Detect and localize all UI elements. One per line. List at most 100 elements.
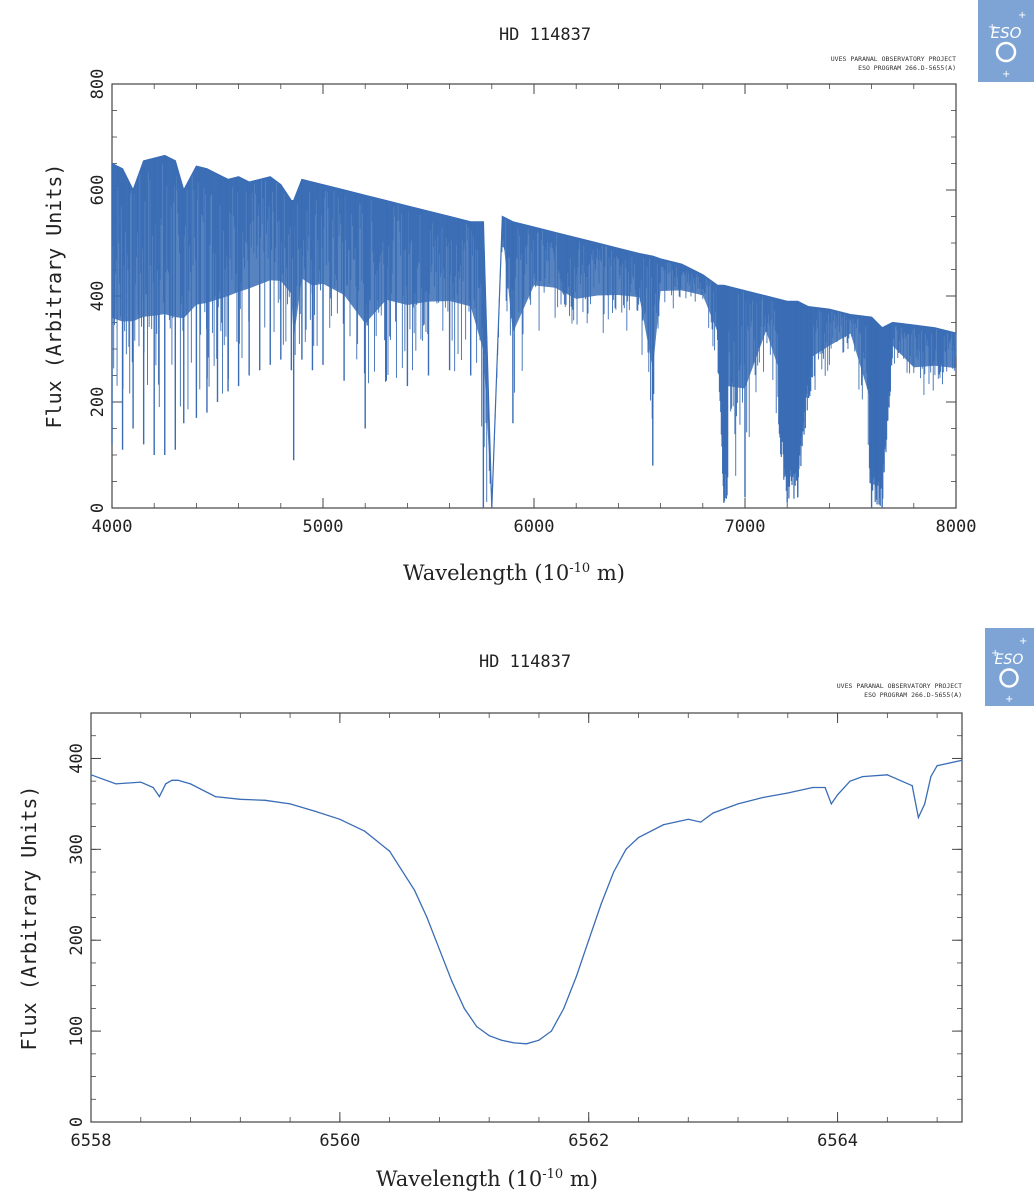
chart-2-data-point — [152, 786, 154, 789]
chart-1-y-axis-label: Flux (Arbitrary Units) — [42, 164, 66, 429]
chart-1-y-tick-labels: 0 200 400 600 800 — [88, 69, 108, 513]
chart-2-data-point — [389, 850, 391, 852]
eso-logo-1-star-bottom: + — [1002, 69, 1010, 80]
chart-1-x-tick-label: 4000 — [92, 517, 133, 537]
chart-2-data-point — [911, 785, 913, 787]
chart-2-data-point — [762, 796, 764, 799]
chart-2-data-point — [613, 871, 615, 873]
eso-logo-1-background — [978, 0, 1034, 82]
chart-2-x-tick-label: 6564 — [817, 1131, 858, 1151]
chart-2-plot-frame — [90, 712, 963, 1123]
chart-2-data-point — [700, 821, 702, 823]
eso-logo-2-ring — [999, 668, 1019, 688]
chart-2-data-point — [451, 980, 453, 982]
chart-2-x-axis-label-exponent: -10 — [542, 1167, 563, 1182]
chart-2-data-point — [637, 836, 640, 839]
chart-2-data-point — [165, 783, 167, 785]
chart-1-credit-line-2: ESO PROGRAM 266.D-5655(A) — [858, 64, 956, 72]
chart-2-y-tick-label: 300 — [67, 834, 87, 865]
chart-2-data-point — [812, 786, 814, 789]
chart-2-data-point — [239, 798, 241, 800]
chart-2-data-point — [158, 796, 161, 798]
chart-2-data-point — [575, 975, 577, 978]
chart-1-y-tick-label: 400 — [88, 281, 108, 312]
chart-1-x-tick-label: 8000 — [936, 517, 977, 537]
chart-2-data-point — [214, 796, 217, 798]
chart-2-y-axis-label: Flux (Arbitrary Units) — [17, 786, 41, 1051]
chart-2-data-point — [115, 783, 117, 785]
chart-2-x-axis-label-main: Wavelength (10 — [376, 1167, 542, 1191]
chart-2-data-point — [886, 774, 888, 776]
eso-logo-2-background — [985, 628, 1034, 706]
chart-2-data-point — [171, 779, 173, 781]
chart-1-x-tick-label: 6000 — [514, 517, 555, 537]
chart-1: HD 114837 UVES PARANAL OBSERVATORY PROJE… — [42, 0, 1034, 585]
chart-2-data-point — [140, 781, 142, 783]
chart-1-y-tick-label: 600 — [88, 175, 108, 206]
chart-2-data-point — [917, 816, 920, 819]
chart-2-x-tick-label: 6562 — [568, 1131, 609, 1151]
eso-logo-1-star-left: + — [988, 22, 996, 33]
eso-logo-1-ring — [995, 41, 1017, 63]
chart-2-data-point — [538, 1039, 540, 1041]
chart-2-data-point — [90, 774, 92, 776]
chart-2-data-point — [625, 848, 627, 850]
chart-2-data-point — [426, 916, 428, 919]
chart-2-data-point — [476, 1025, 478, 1028]
chart-2-data-point — [563, 1007, 565, 1009]
chart-1-x-axis-label-main: Wavelength (10 — [403, 561, 569, 585]
chart-2-data-point — [836, 794, 839, 796]
chart-1-x-tick-label: 7000 — [725, 517, 766, 537]
chart-2-y-tick-label: 400 — [67, 743, 87, 774]
chart-2-data-point — [830, 803, 832, 805]
chart-2-data-point — [662, 824, 664, 826]
chart-2-x-tick-label: 6560 — [319, 1131, 360, 1151]
chart-2-data-point — [189, 783, 192, 785]
eso-logo-2-star-bottom: + — [1005, 694, 1013, 705]
chart-2-data-point — [930, 776, 932, 778]
chart-1-x-tick-label: 5000 — [303, 517, 344, 537]
chart-2-data-point — [438, 948, 440, 950]
chart-2-x-axis-label: Wavelength (10-10 m) — [376, 1167, 598, 1191]
chart-1-y-tick-label: 0 — [88, 503, 108, 513]
chart-2-data-point — [513, 1042, 515, 1044]
chart-2-data-point — [550, 1030, 552, 1032]
chart-2-data-point — [488, 1035, 490, 1037]
chart-2-data-point — [413, 889, 416, 891]
chart-2-data-point — [737, 803, 739, 805]
chart-2-data-point — [861, 776, 864, 778]
chart-2-y-tick-label: 200 — [67, 925, 87, 956]
chart-2-y-tick-label: 0 — [67, 1117, 87, 1127]
chart-2-x-axis-label-unit: m) — [563, 1167, 598, 1191]
chart-2-data-point — [924, 803, 926, 805]
chart-2-credit-line-1: UVES PARANAL OBSERVATORY PROJECT — [837, 682, 962, 690]
chart-2-data-point — [289, 803, 291, 805]
chart-2-credit-line-2: ESO PROGRAM 266.D-5655(A) — [864, 691, 962, 699]
chart-2-spectrum-line — [90, 759, 963, 1045]
chart-2: HD 114837 UVES PARANAL OBSERVATORY PROJE… — [17, 628, 1034, 1191]
chart-2-data-point — [314, 810, 316, 812]
eso-logo-2-letters: ESO — [995, 652, 1024, 668]
chart-2-title: HD 114837 — [479, 652, 571, 672]
chart-1-data-marks — [111, 154, 957, 509]
eso-logo-1-star-top: + — [1018, 10, 1026, 21]
chart-2-x-tick-label: 6558 — [71, 1131, 112, 1151]
eso-logo-2: ESO + + + — [985, 628, 1034, 706]
chart-1-credit-line-1: UVES PARANAL OBSERVATORY PROJECT — [831, 55, 956, 63]
chart-2-data-point — [961, 759, 963, 761]
chart-2-data-point — [525, 1043, 528, 1045]
chart-2-data-point — [339, 818, 341, 820]
chart-2-y-tick-labels: 0 100 200 300 400 — [67, 743, 87, 1127]
eso-logo-2-star-left: + — [991, 648, 999, 659]
chart-2-data-point — [264, 799, 266, 801]
chart-2-data-point — [588, 939, 590, 941]
eso-logo-1: ESO + + + — [978, 0, 1034, 82]
chart-1-y-tick-label: 800 — [88, 69, 108, 100]
eso-logo-2-star-top: + — [1019, 636, 1027, 647]
chart-1-x-axis-label-exponent: -10 — [569, 561, 590, 576]
chart-2-data-point — [849, 780, 851, 782]
chart-2-y-tick-label: 100 — [67, 1016, 87, 1047]
chart-1-x-axis-label-unit: m) — [590, 561, 625, 585]
chart-2-x-tick-labels: 6558 6560 6562 6564 — [71, 1131, 859, 1151]
